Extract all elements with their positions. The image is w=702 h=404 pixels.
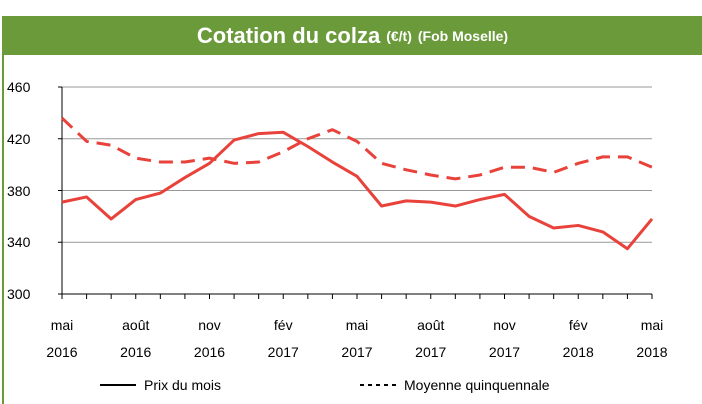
x-tick-label: mai 2018: [636, 317, 668, 360]
x-tick-label: août 2016: [120, 317, 152, 360]
x-tick-label: mai 2017: [341, 317, 373, 360]
x-tick-label: nov 2016: [193, 317, 226, 360]
header: Cotation du colza (€/t) (Fob Moselle): [3, 16, 702, 55]
x-tick-label: août 2017: [415, 317, 447, 360]
x-tick-label: mai 2016: [46, 317, 78, 360]
y-tick-label: 460: [7, 79, 31, 95]
x-tick-label: fév 2017: [267, 317, 299, 360]
legend-label: Moyenne quinquennale: [404, 377, 550, 393]
y-tick-label: 340: [7, 234, 31, 251]
legend-label: Prix du mois: [144, 377, 222, 393]
chart-title: Cotation du colza: [196, 22, 381, 48]
x-tick-label: fév 2018: [562, 317, 594, 360]
y-tick-label: 420: [7, 130, 31, 147]
title-unit: (€/t): [386, 27, 412, 44]
line-series: [61, 130, 654, 251]
chart-subtitle: (Fob Moselle): [417, 27, 509, 44]
x-tick-label: nov 2017: [488, 317, 521, 360]
line-series: [60, 116, 653, 181]
y-tick-label: 300: [7, 286, 31, 302]
y-tick-label: 380: [7, 182, 31, 199]
